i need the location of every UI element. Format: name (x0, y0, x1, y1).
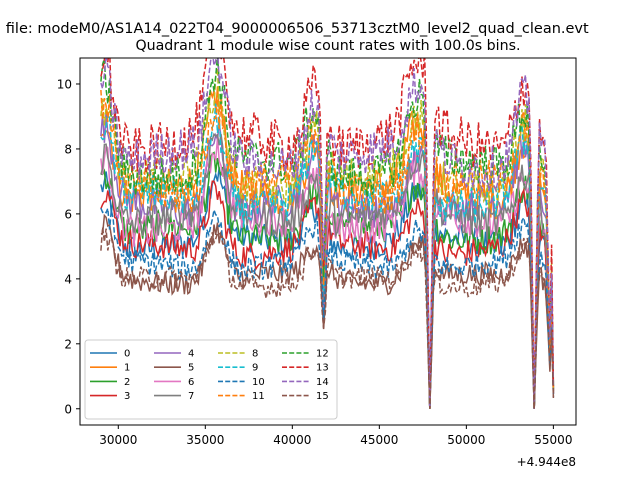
legend-label-0: 0 (124, 349, 130, 360)
y-tick-label: 4 (64, 272, 72, 286)
x-tick-label: 35000 (186, 433, 224, 447)
legend-label-1: 1 (124, 363, 130, 374)
series-line-10 (100, 206, 555, 409)
series-line-11 (100, 89, 555, 409)
x-tick-label: 40000 (273, 433, 311, 447)
legend-label-8: 8 (252, 349, 258, 360)
y-tick-label: 8 (64, 142, 72, 156)
legend-label-13: 13 (316, 363, 329, 374)
x-tick-label: 30000 (99, 433, 137, 447)
series-line-15 (100, 227, 555, 409)
legend-label-10: 10 (252, 377, 265, 388)
legend-label-5: 5 (188, 363, 194, 374)
legend-label-11: 11 (252, 391, 265, 402)
legend-label-12: 12 (316, 349, 329, 360)
legend-label-3: 3 (124, 391, 130, 402)
legend-label-15: 15 (316, 391, 329, 402)
series-line-14 (100, 58, 555, 409)
series-line-6 (100, 137, 555, 409)
legend-label-7: 7 (188, 391, 194, 402)
plot-frame (79, 57, 577, 426)
y-tick-label: 2 (64, 337, 72, 351)
x-tick-label: 50000 (447, 433, 485, 447)
legend-label-6: 6 (188, 377, 194, 388)
chart-suptitle: n file: modeM0/AS1A14_022T04_9000006506_… (0, 21, 589, 37)
series-line-13 (100, 58, 555, 409)
legend-label-14: 14 (316, 377, 329, 388)
series-layer (100, 58, 555, 409)
x-tick-label: 55000 (534, 433, 572, 447)
x-tick-label: 45000 (360, 433, 398, 447)
x-offset-label: +4.944e8 (517, 455, 576, 469)
chart-title: Quadrant 1 module wise count rates with … (135, 38, 520, 54)
legend-label-2: 2 (124, 377, 130, 388)
legend-label-9: 9 (252, 363, 258, 374)
y-tick-label: 0 (64, 402, 72, 416)
y-tick-label: 10 (57, 77, 72, 91)
legend-box (84, 339, 338, 420)
legend-label-4: 4 (188, 349, 194, 360)
y-tick-label: 6 (64, 207, 72, 221)
